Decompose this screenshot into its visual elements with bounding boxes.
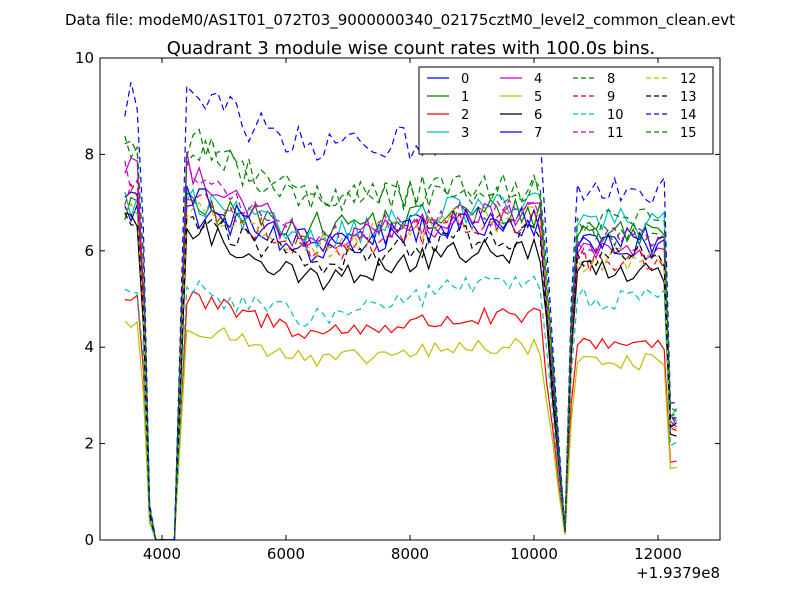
series-line-1 [124,191,677,540]
series-line-11 [124,160,678,540]
legend-label-0: 0 [461,72,469,87]
legend-label-4: 4 [534,72,542,87]
y-tick-label-4: 8 [84,145,94,163]
y-tick-label-1: 2 [84,435,94,453]
legend-label-8: 8 [607,72,615,87]
series-line-10 [124,275,677,540]
y-tick-label-2: 4 [84,338,94,356]
legend-label-3: 3 [461,126,469,141]
x-tick-label-0: 4000 [143,545,181,563]
series-line-15 [124,128,677,540]
legend-label-12: 12 [680,72,697,87]
x-tick-label-2: 8000 [391,545,429,563]
legend-label-10: 10 [607,108,624,123]
x-tick-label-4: 12000 [634,545,682,563]
legend-label-14: 14 [680,108,697,123]
legend-box [418,66,714,155]
series-line-3 [124,187,678,540]
series-line-4 [124,151,677,540]
chart-title: Quadrant 3 module wise count rates with … [167,38,656,59]
series-line-9 [124,182,677,540]
series-line-2 [124,290,677,540]
series-line-6 [124,212,677,540]
x-tick-label-3: 10000 [510,545,558,563]
series-line-7 [124,185,677,540]
legend-label-1: 1 [461,90,469,105]
series-line-14 [124,82,677,540]
y-tick-label-0: 0 [84,531,94,549]
legend-label-9: 9 [607,90,615,105]
series-line-5 [124,320,677,540]
y-tick-label-3: 6 [84,242,94,260]
legend-label-11: 11 [607,126,624,141]
legend-label-13: 13 [680,90,697,105]
y-tick-label-5: 10 [75,49,94,67]
legend-label-5: 5 [534,90,542,105]
legend-label-15: 15 [680,126,697,141]
x-tick-label-1: 6000 [267,545,305,563]
legend-label-7: 7 [534,126,542,141]
suptitle: Data file: modeM0/AS1T01_072T03_90000003… [65,11,735,30]
series-line-12 [124,201,677,540]
legend-label-2: 2 [461,108,469,123]
series-layer [124,82,678,540]
legend-label-6: 6 [534,108,542,123]
series-line-13 [124,212,677,540]
series-line-0 [124,204,677,540]
x-offset-label: +1.9379e8 [636,564,720,582]
series-line-8 [124,135,677,540]
